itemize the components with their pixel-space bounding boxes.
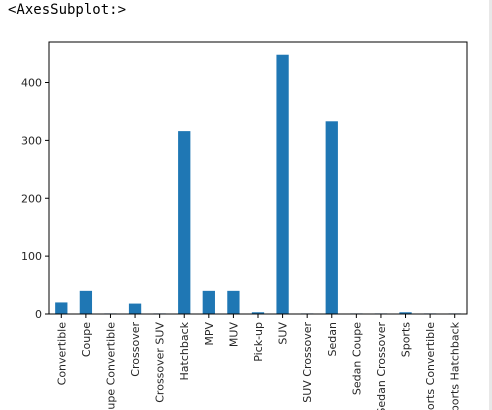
x-tick-label: Pick-up [252,322,265,362]
bar-crossover [128,303,142,314]
bar-hatchback [178,131,191,314]
x-tick-label: Crossover [129,322,142,377]
x-tick-label: Crossover SUV [154,322,167,403]
bar-mpv [202,290,215,314]
x-tick-label: Sports Hatchback [449,321,462,410]
y-tick-label: 400 [21,77,42,90]
x-tick-label: SUV [277,322,290,345]
x-tick-label: MUV [227,322,240,348]
bar-pick-up [251,312,265,314]
bar-suv [276,54,289,314]
bar-sedan [325,121,338,314]
x-tick-label: Convertible [55,322,68,386]
x-tick-label: Sedan [326,322,339,356]
y-tick-label: 100 [21,250,42,263]
x-tick-label: SUV Crossover [301,322,314,403]
x-tick-label: Coupe [80,322,93,357]
y-tick-label: 300 [21,134,42,147]
y-tick-label: 0 [35,308,42,321]
bar-convertible [55,302,68,314]
x-tick-label: Sedan Crossover [375,322,388,410]
bar-coupe [79,290,93,314]
bar-muv [227,290,240,314]
x-tick-label: Sedan Coupe [350,322,363,395]
x-tick-label: MPV [203,322,216,346]
axes-repr-text: <AxesSubplot:> [8,2,127,18]
bar-sports [399,312,412,314]
x-tick-label: Hatchback [178,321,191,380]
y-tick-label: 200 [21,192,42,205]
scrollbar-edge [489,0,492,410]
plot-frame [48,41,468,315]
x-tick-label: Sports Convertible [424,322,437,410]
x-tick-label: Sports [400,322,413,358]
x-tick-label: Coupe Convertible [104,322,117,410]
